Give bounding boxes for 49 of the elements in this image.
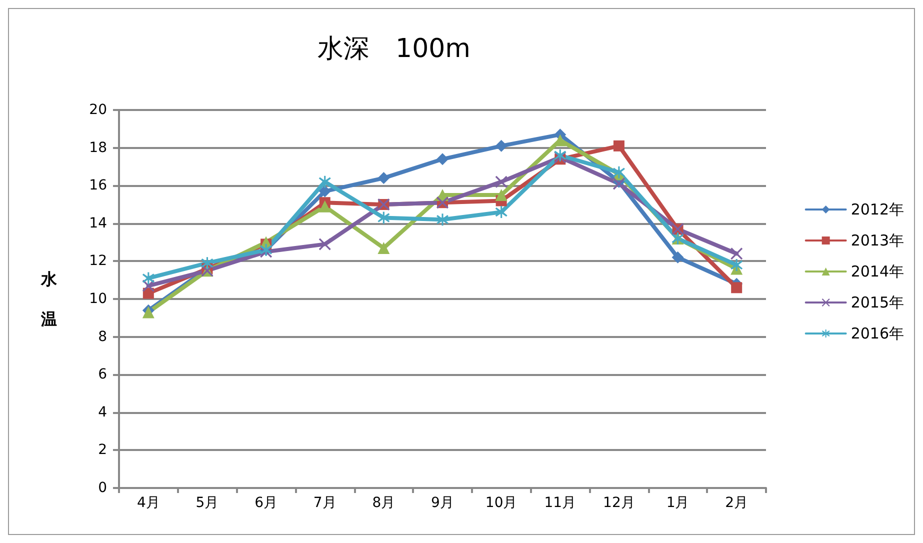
x-tick-label: 2月 (725, 495, 748, 511)
legend-label: 2015年 (850, 294, 904, 312)
y-tick-label: 4 (98, 404, 108, 420)
x-tick-label: 9月 (431, 495, 454, 511)
x-tick-label: 6月 (254, 495, 278, 511)
y-tick-label: 18 (89, 140, 107, 156)
legend-label: 2013年 (850, 232, 904, 250)
point (436, 214, 448, 226)
point (318, 176, 331, 188)
y-tick-label: 14 (89, 215, 108, 232)
x-tick-label: 7月 (313, 495, 336, 511)
x-tick-label: 10月 (485, 495, 518, 511)
point (495, 176, 508, 188)
y-tick-label: 0 (98, 480, 107, 496)
point (613, 140, 624, 152)
x-tick-label: 5月 (196, 495, 219, 511)
point (318, 185, 331, 198)
point (730, 258, 743, 271)
point (378, 212, 390, 224)
point (378, 172, 390, 184)
y-tick-label: 6 (98, 366, 108, 383)
text: 水温 (41, 270, 57, 328)
legend-label: 2014年 (850, 262, 904, 280)
x-tick-label: 12月 (603, 495, 635, 511)
y-tick-label: 8 (98, 328, 107, 345)
legend-label: 2016年 (850, 324, 904, 342)
point (318, 200, 331, 212)
x-tick-label: 8月 (372, 495, 396, 511)
x-tick-label: 1月 (666, 495, 690, 511)
y-tick-label: 20 (89, 102, 107, 118)
point (378, 242, 390, 254)
point (495, 189, 508, 202)
point (495, 140, 508, 152)
point (672, 251, 684, 264)
y-tick-label: 16 (89, 178, 108, 194)
y-tick-label: 10 (89, 291, 107, 307)
chart-title: 水深 100m (318, 34, 470, 64)
point (318, 238, 331, 250)
x-tick-label: 11月 (544, 495, 576, 511)
point (201, 257, 214, 270)
y-tick-label: 12 (89, 253, 107, 270)
y-tick-label: 2 (98, 442, 107, 458)
point (436, 153, 448, 166)
point (495, 206, 508, 218)
point (731, 282, 742, 294)
point (730, 248, 743, 260)
legend-label: 2012年 (850, 200, 904, 218)
x-tick-label: 4月 (136, 495, 160, 511)
point (142, 272, 154, 284)
